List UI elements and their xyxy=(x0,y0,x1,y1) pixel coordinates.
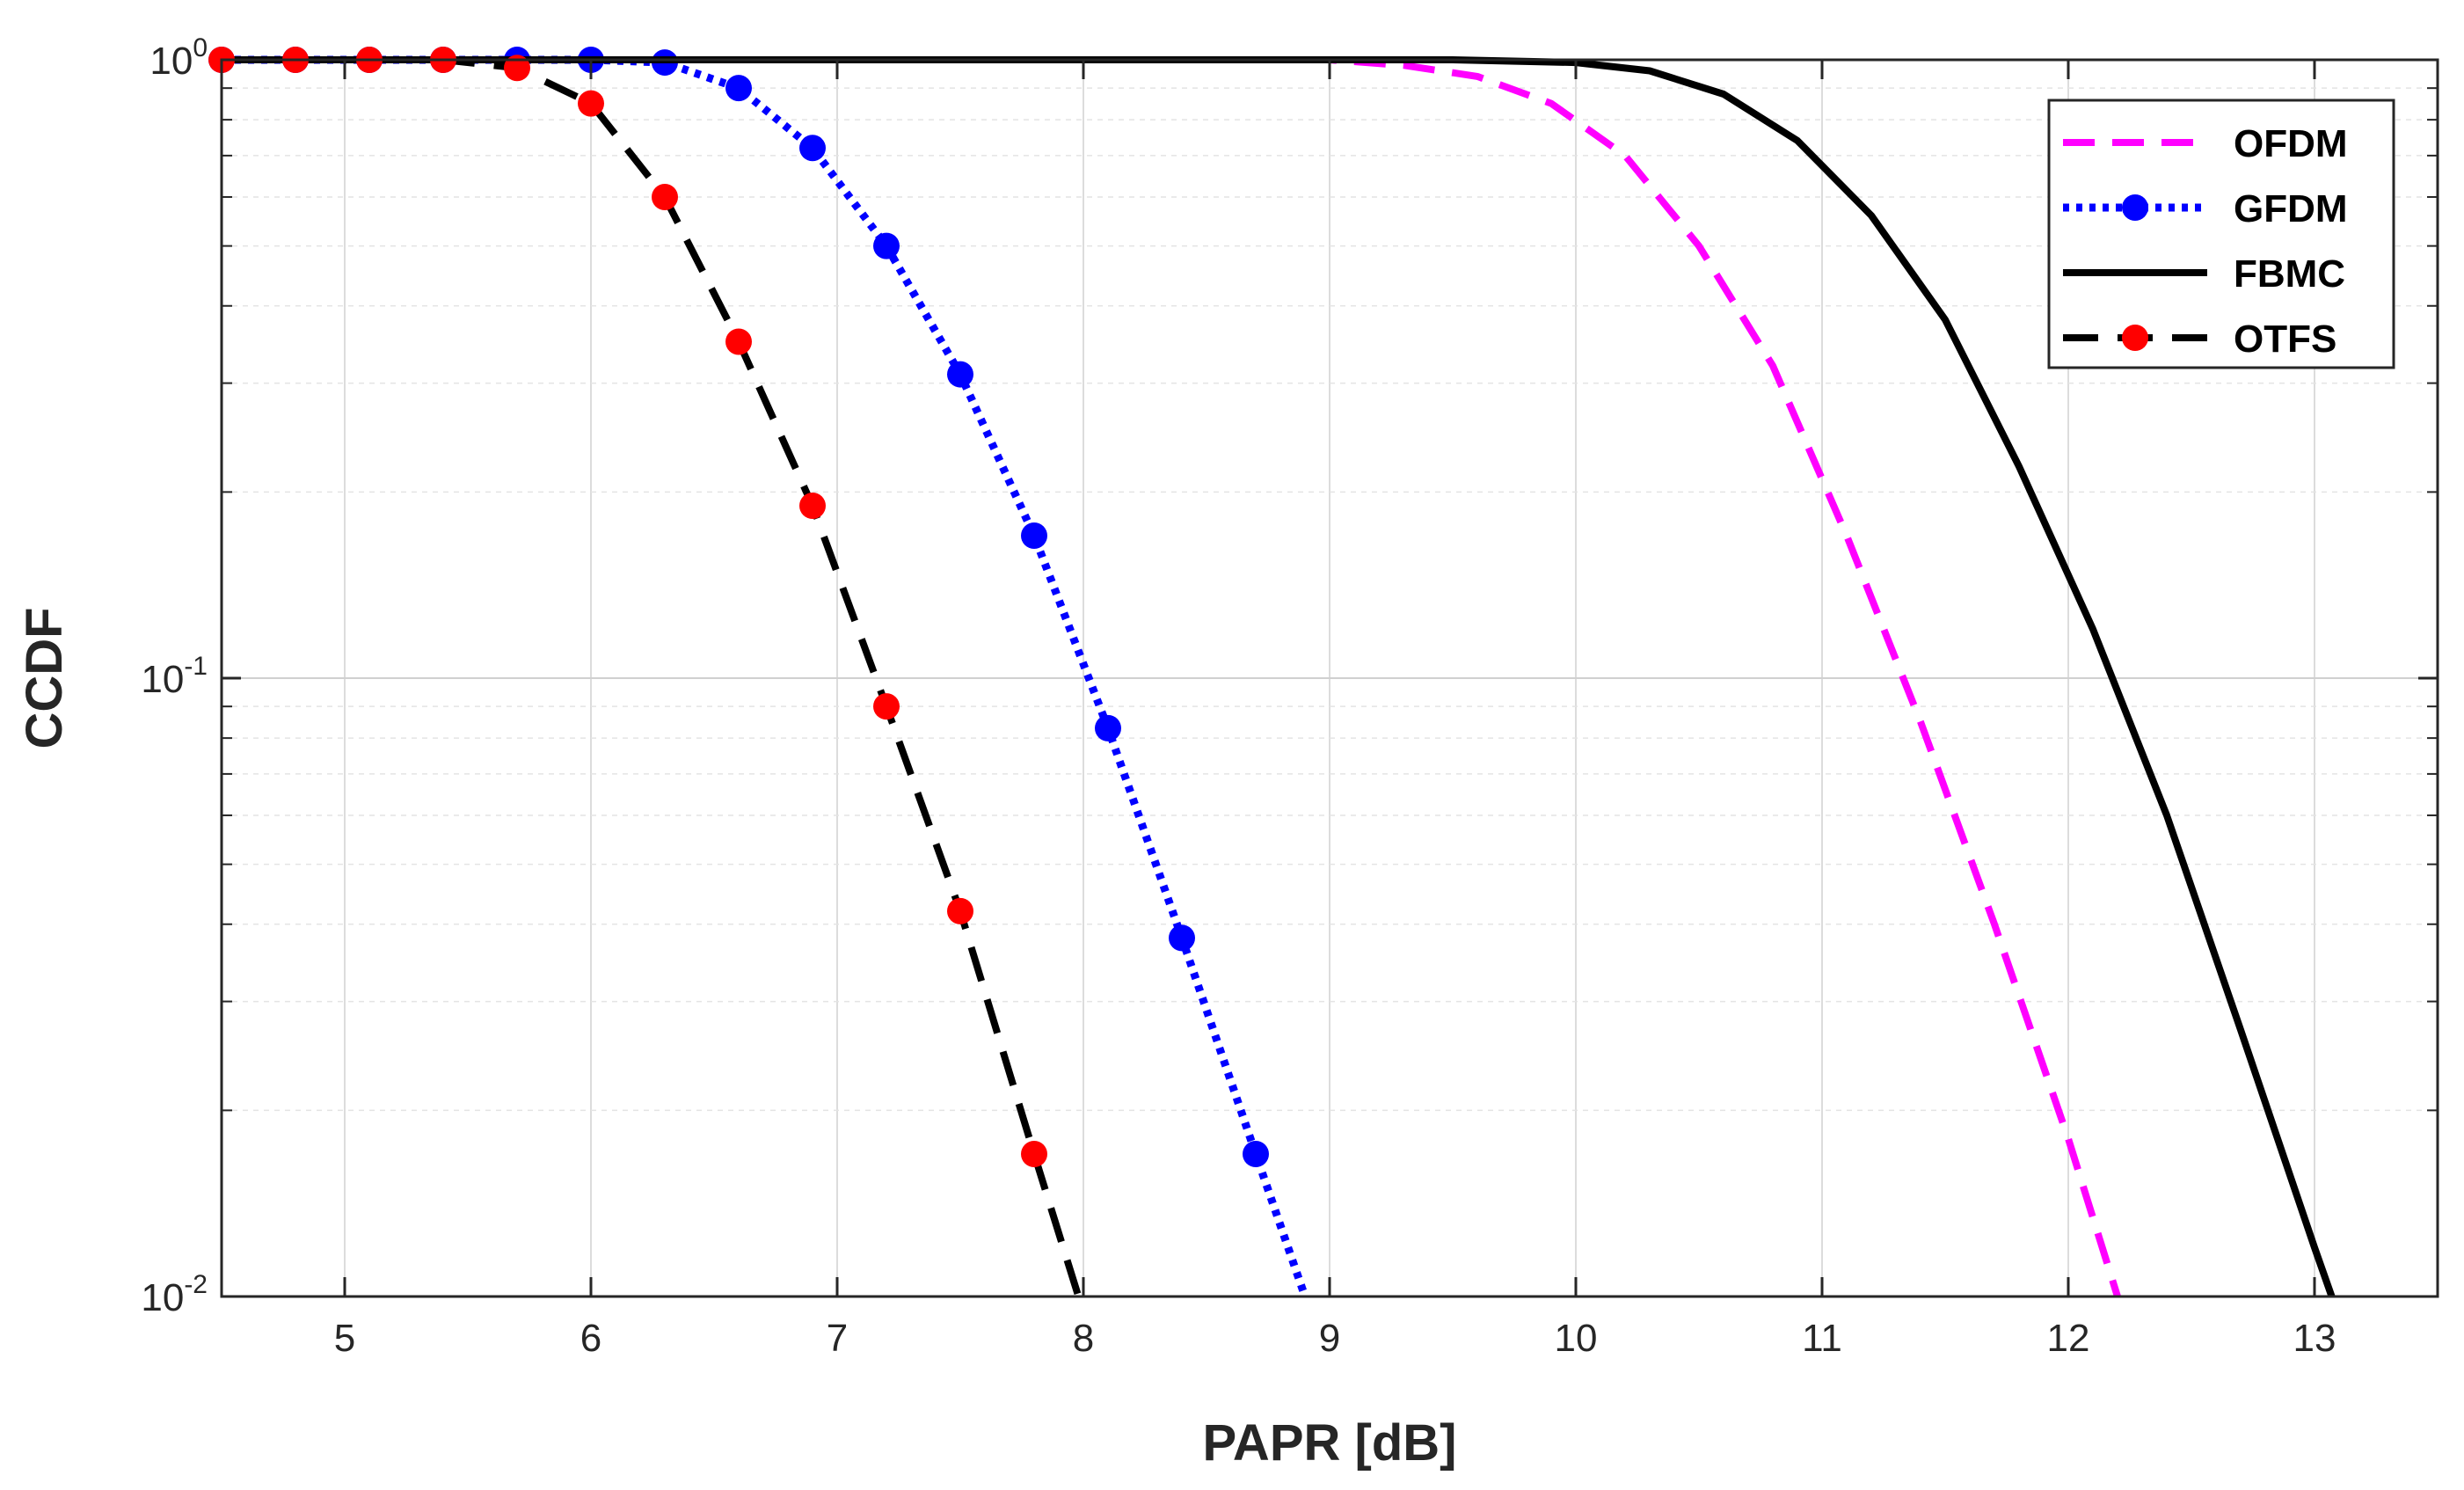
data-point-gfdm xyxy=(1095,714,1121,741)
x-tick-label: 8 xyxy=(1073,1317,1094,1360)
x-tick-label: 13 xyxy=(2293,1317,2336,1360)
data-point-gfdm xyxy=(799,135,826,162)
x-tick-label: 10 xyxy=(1555,1317,1598,1360)
axis-ticks: 5 6 7 8 9 10 11 12 13 100 10-1 10-2 xyxy=(141,33,2438,1360)
x-tick-label: 11 xyxy=(1802,1317,1842,1360)
legend-label-otfs: OTFS xyxy=(2234,318,2336,361)
data-point-otfs xyxy=(504,55,530,82)
x-tick-label: 7 xyxy=(827,1317,848,1360)
x-tick-label: 5 xyxy=(334,1317,355,1360)
data-point-gfdm xyxy=(1021,522,1047,549)
data-point-otfs xyxy=(799,493,826,520)
data-point-gfdm xyxy=(947,361,973,388)
data-point-otfs xyxy=(578,90,604,117)
x-tick-label: 12 xyxy=(2047,1317,2090,1360)
data-point-gfdm xyxy=(725,75,752,102)
legend-label-fbmc: FBMC xyxy=(2234,252,2345,296)
data-point-otfs xyxy=(873,693,900,720)
data-point-otfs xyxy=(1021,1140,1047,1167)
data-point-gfdm xyxy=(1169,924,1195,952)
data-point-otfs xyxy=(725,328,752,355)
legend-label-ofdm: OFDM xyxy=(2234,122,2348,165)
y-tick-label: 100 xyxy=(149,33,208,83)
data-point-otfs xyxy=(652,183,678,210)
legend-marker-gfdm xyxy=(2122,194,2148,221)
series-line-fbmc xyxy=(222,56,2336,1298)
y-axis-label: CCDF xyxy=(16,607,73,749)
series-line-ofdm xyxy=(222,56,2121,1298)
legend-box xyxy=(2047,99,2395,369)
data-point-otfs xyxy=(947,897,973,924)
x-tick-label: 6 xyxy=(580,1317,601,1360)
x-axis-label: PAPR [dB] xyxy=(1203,1414,1457,1472)
legend-entries: OFDM GFDM FBMC OTFS xyxy=(2063,122,2348,361)
legend-label-gfdm: GFDM xyxy=(2234,187,2348,230)
legend: OFDM GFDM FBMC OTFS xyxy=(2047,99,2395,369)
y-tick-label: 10-1 xyxy=(141,652,208,701)
x-tick-label: 9 xyxy=(1319,1317,1340,1360)
data-point-gfdm xyxy=(1243,1140,1269,1167)
legend-marker-otfs xyxy=(2122,325,2148,351)
y-tick-label: 10-2 xyxy=(141,1270,208,1319)
data-point-gfdm xyxy=(873,232,900,259)
